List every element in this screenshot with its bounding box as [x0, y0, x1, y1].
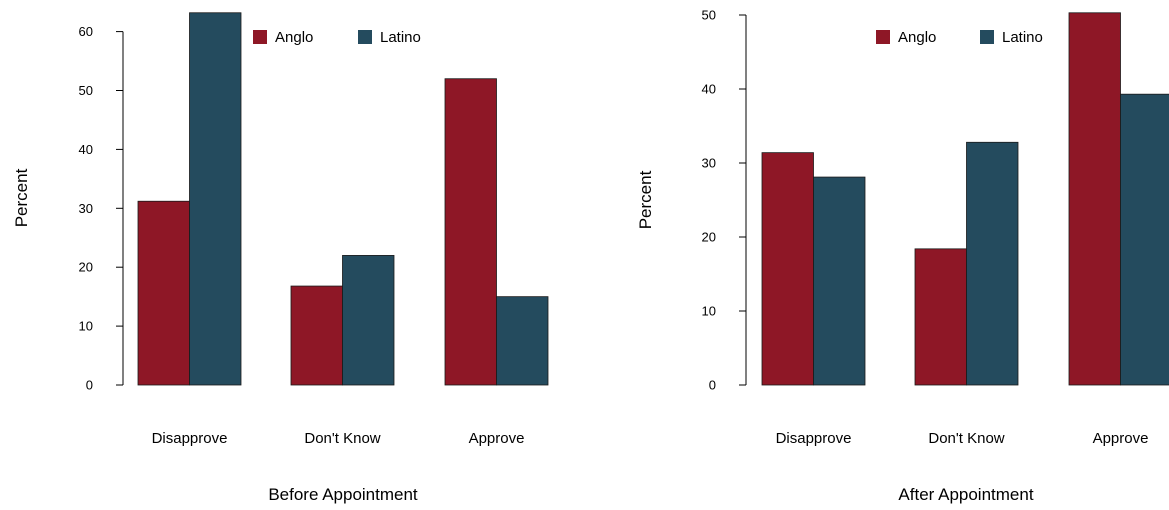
category-label: Don't Know: [304, 430, 380, 447]
bar-latino: [496, 296, 549, 386]
y-axis-title: Percent: [636, 170, 655, 229]
y-tick-label: 0: [86, 378, 93, 393]
y-tick-label: 20: [702, 230, 716, 245]
bar-anglo: [914, 248, 967, 386]
category-label: Disapprove: [152, 430, 228, 447]
x-axis-title: After Appointment: [898, 485, 1033, 504]
y-tick-label: 60: [79, 24, 93, 39]
legend: Anglo Latino: [253, 29, 421, 46]
chart-before: 0 10 20 30 40 50 60 Disapprove Don't Know Approve…: [12, 12, 549, 504]
bar-anglo: [137, 200, 190, 386]
chart-after: 0 10 20 30 40 50 Disapprove Don't Know Approve Af…: [636, 8, 1169, 504]
y-tick-label: 0: [709, 378, 716, 393]
category-label: Approve: [469, 430, 525, 447]
y-tick-label: 30: [79, 201, 93, 216]
bar-anglo: [761, 152, 814, 386]
y-tick-label: 10: [79, 319, 93, 334]
bar-anglo: [1068, 12, 1121, 386]
y-axis-title: Percent: [12, 168, 31, 227]
y-tick-label: 10: [702, 304, 716, 319]
y-tick-label: 40: [702, 82, 716, 97]
bar-latino: [813, 176, 866, 386]
legend-swatch-anglo: [876, 30, 890, 44]
category-label: Approve: [1093, 430, 1149, 447]
y-tick-label: 50: [79, 83, 93, 98]
category-label: Don't Know: [928, 430, 1004, 447]
y-tick-label: 50: [702, 8, 716, 23]
bar-anglo: [444, 78, 497, 386]
legend-label-latino: Latino: [1002, 29, 1043, 46]
legend-swatch-latino: [980, 30, 994, 44]
legend-swatch-anglo: [253, 30, 267, 44]
legend: Anglo Latino: [876, 29, 1043, 46]
legend-label-latino: Latino: [380, 29, 421, 46]
bar-latino: [966, 141, 1019, 386]
bar-latino: [342, 255, 395, 386]
category-label: Disapprove: [776, 430, 852, 447]
legend-swatch-latino: [358, 30, 372, 44]
bar-anglo: [290, 285, 343, 386]
y-tick-label: 40: [79, 142, 93, 157]
y-tick-label: 30: [702, 156, 716, 171]
y-tick-label: 20: [79, 260, 93, 275]
x-axis-title: Before Appointment: [268, 485, 418, 504]
legend-label-anglo: Anglo: [898, 29, 936, 46]
bar-latino: [189, 12, 242, 386]
legend-label-anglo: Anglo: [275, 29, 313, 46]
bar-latino: [1120, 93, 1169, 386]
